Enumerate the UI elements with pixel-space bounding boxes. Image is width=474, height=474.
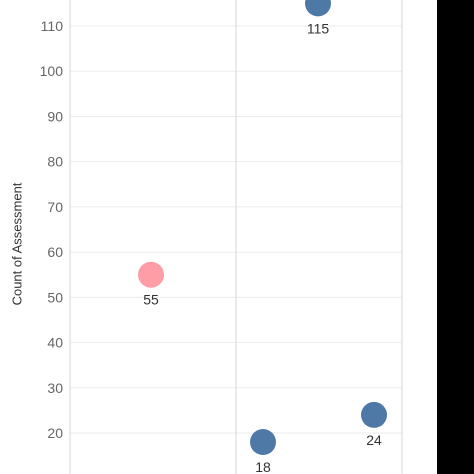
data-label-55: 55	[143, 292, 159, 308]
data-point-24	[361, 401, 387, 428]
y-tick-label-70: 70	[47, 199, 63, 215]
y-tick-label-30: 30	[47, 380, 63, 396]
y-tick-label-80: 80	[47, 154, 63, 170]
right-edge-band	[437, 0, 474, 474]
y-tick-label-20: 20	[47, 425, 63, 441]
y-tick-label-110: 110	[41, 18, 64, 34]
y-tick-label-40: 40	[47, 335, 63, 351]
data-point-115	[305, 0, 331, 17]
scatter-plot: 20 30 40 50 60 70 80 90 100 110 55 115 18 24	[40, 0, 403, 474]
data-label-24: 24	[366, 432, 382, 448]
data-label-18: 18	[255, 459, 271, 474]
y-tick-label-100: 100	[40, 63, 64, 79]
data-marks	[138, 0, 387, 456]
data-labels: 55 115 18 24	[143, 20, 382, 474]
y-tick-label-50: 50	[47, 289, 63, 305]
y-tick-label-60: 60	[47, 244, 63, 260]
y-tick-label-90: 90	[47, 108, 63, 124]
y-tick-labels: 20 30 40 50 60 70 80 90 100 110	[40, 18, 64, 441]
data-point-18	[250, 429, 276, 456]
data-point-55	[138, 261, 164, 288]
panel-dividers	[69, 0, 403, 474]
data-label-115: 115	[307, 20, 330, 36]
